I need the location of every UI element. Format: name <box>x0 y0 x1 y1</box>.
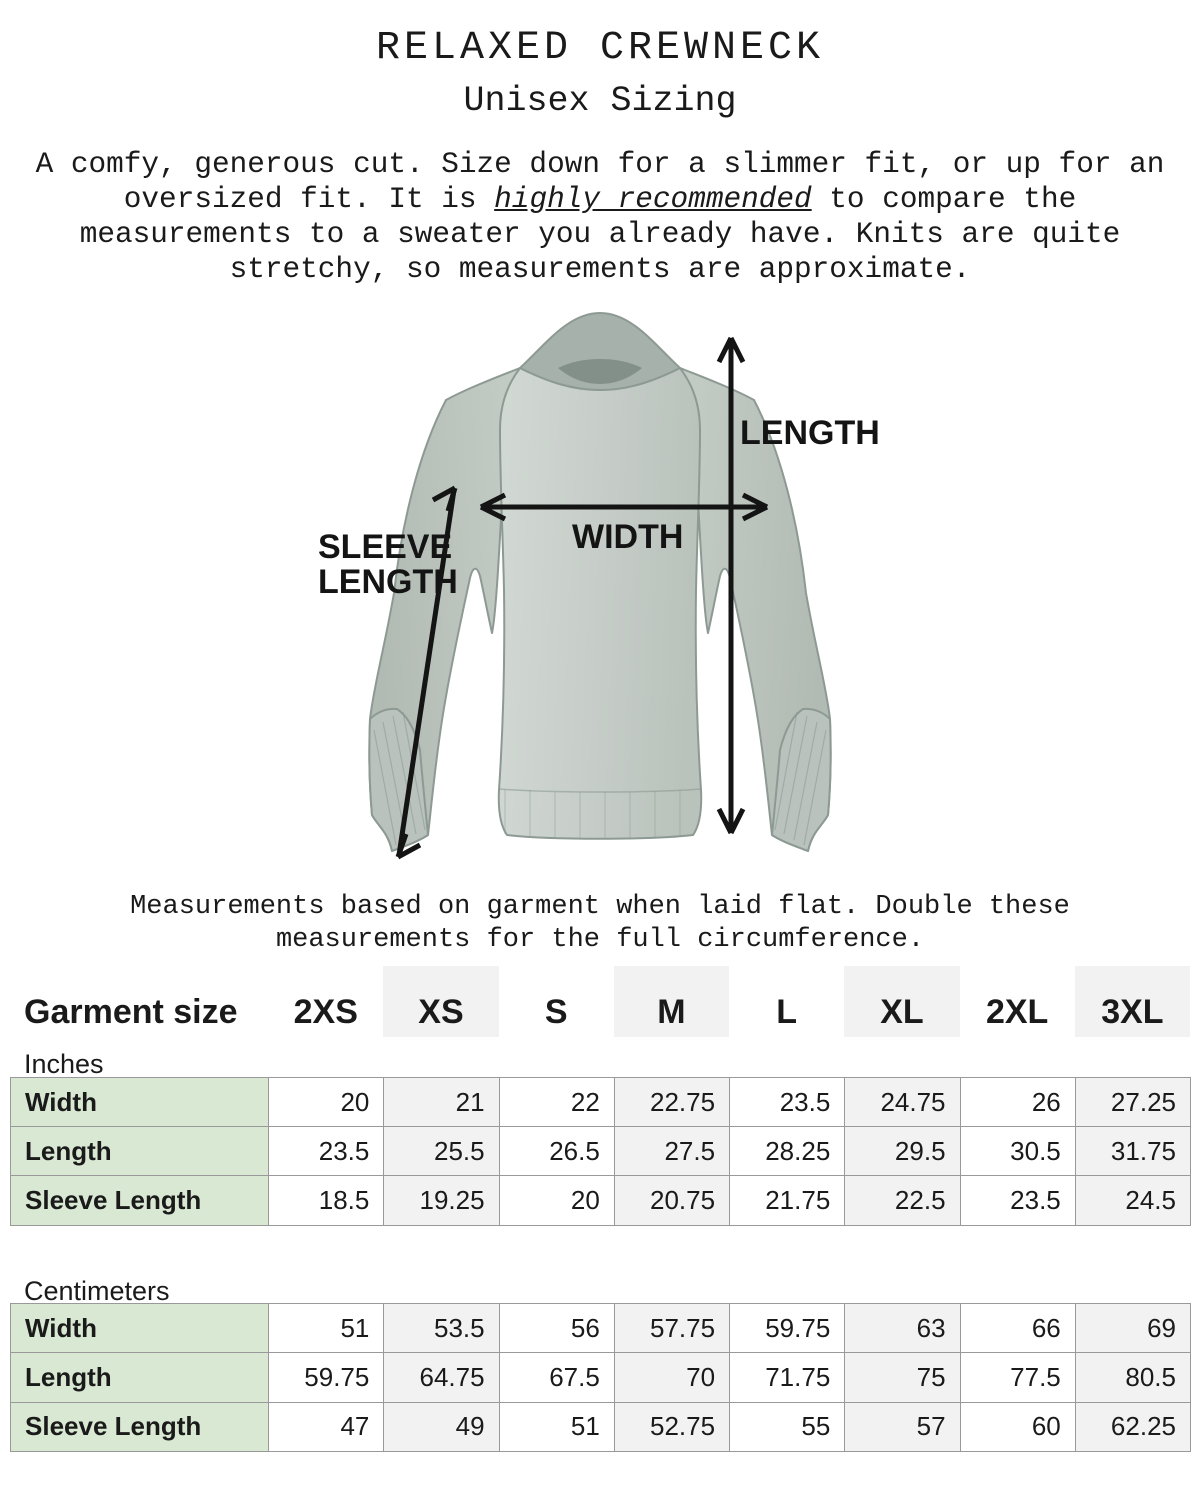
svg-text:LENGTH: LENGTH <box>740 414 880 452</box>
svg-text:SLEEVE: SLEEVE <box>318 528 452 566</box>
svg-text:LENGTH: LENGTH <box>318 563 458 601</box>
svg-text:WIDTH: WIDTH <box>572 518 683 556</box>
